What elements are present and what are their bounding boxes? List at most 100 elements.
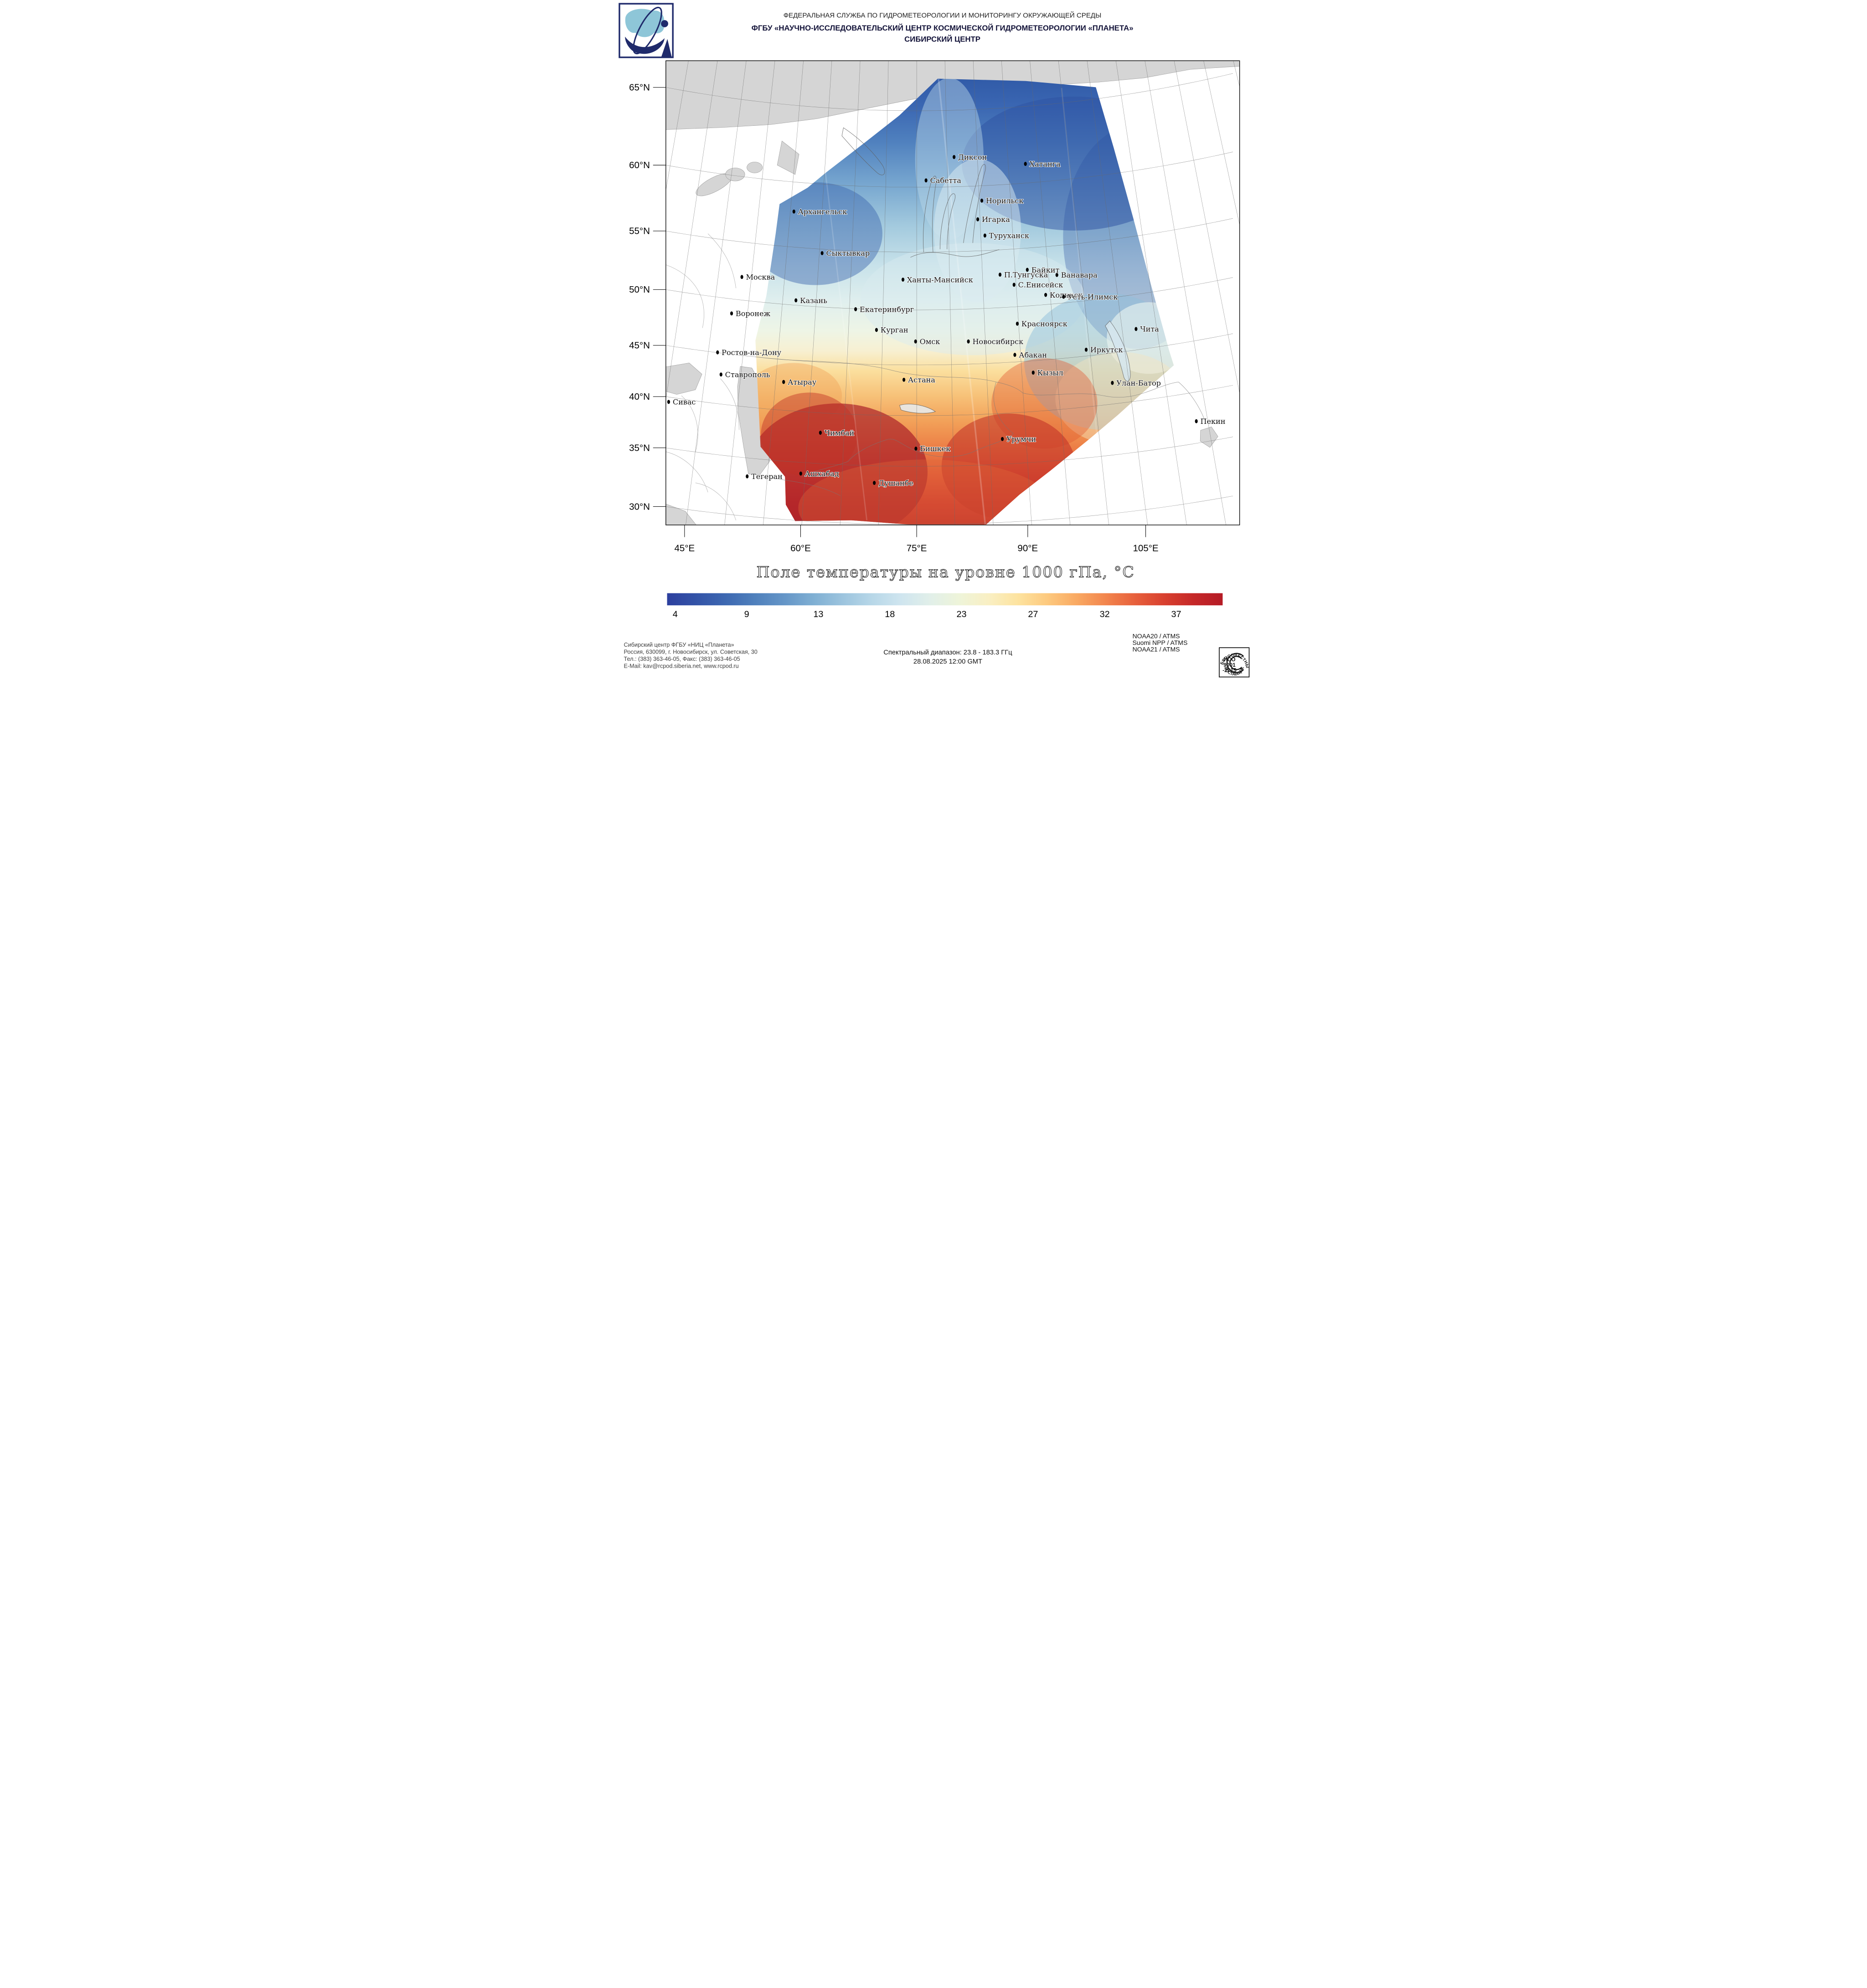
city-marker <box>1044 293 1047 297</box>
lake-balkhash <box>899 404 936 414</box>
parallel-line <box>665 333 1233 366</box>
city-marker <box>1135 327 1138 331</box>
city-label: Новосибирск <box>972 337 1023 346</box>
header: ФЕДЕРАЛЬНАЯ СЛУЖБА ПО ГИДРОМЕТЕОРОЛОГИИ … <box>619 3 1134 58</box>
city-marker <box>901 278 905 282</box>
meridian-line <box>665 61 718 400</box>
city-label: Душанбе <box>878 479 913 487</box>
city-marker <box>1062 294 1065 299</box>
colorbar-value: 9 <box>744 609 749 619</box>
ob-gulf <box>923 175 937 252</box>
address-line-1: Сибирский центр ФГБУ «НИЦ «Планета» <box>624 642 734 648</box>
city-marker <box>902 377 906 382</box>
city-marker <box>1031 371 1035 375</box>
satellite-line-1: NOAA20 / ATMS <box>1132 633 1180 640</box>
city-marker <box>794 298 798 303</box>
lon-label: 45°E <box>674 543 695 553</box>
city-label: Ашхабад <box>805 469 839 478</box>
city-marker <box>980 198 984 203</box>
city-label: Усть-Илимск <box>1068 293 1118 301</box>
city-labels: Диксон Хатанга Сабетта Норильск Игарка Туруха… <box>667 152 1226 488</box>
mediterranean-corner <box>665 504 696 525</box>
city-label: Казань <box>800 296 827 305</box>
map-title: Поле температуры на уровне 1000 гПа, °C <box>757 563 1135 581</box>
city-label: Архангельск <box>798 207 847 216</box>
satellite-line-2: Suomi NPP / ATMS <box>1132 639 1187 646</box>
city-marker <box>998 273 1002 277</box>
city-marker <box>716 350 719 355</box>
lat-label: 55°N <box>629 226 650 237</box>
colorbar-gradient-bar <box>667 593 1223 606</box>
city-label: Красноярск <box>1021 319 1068 328</box>
city-marker <box>730 311 733 316</box>
lat-label: 60°N <box>629 160 650 170</box>
meridian-line <box>944 61 955 525</box>
colorbar-value: 13 <box>813 609 823 619</box>
city-marker <box>819 431 822 435</box>
parallel-line <box>665 437 1233 467</box>
city-marker <box>746 474 749 479</box>
city-marker <box>873 481 876 485</box>
city-label: Ростов-на-Дону <box>722 348 782 357</box>
logo-satellite-dot-icon <box>661 20 668 27</box>
city-marker <box>914 446 918 451</box>
meridian-line <box>1030 61 1071 525</box>
city-marker <box>667 400 670 404</box>
city-label: Екатеринбург <box>860 305 914 314</box>
weather-map-page: ФЕДЕРАЛЬНАЯ СЛУЖБА ПО ГИДРОМЕТЕОРОЛОГИИ … <box>614 0 1253 680</box>
meridian-line <box>724 61 775 525</box>
novaya-zemlya-outline <box>841 127 885 175</box>
logo-wedge <box>661 39 672 57</box>
colorbar: 4 9 13 18 23 27 32 37 <box>667 593 1223 619</box>
logo-wave-shape <box>625 36 665 54</box>
city-label: Кызыл <box>1037 368 1063 377</box>
city-marker <box>924 178 928 183</box>
planeta-logo <box>619 3 674 58</box>
parallel-line <box>665 218 1233 252</box>
city-label: Байкит <box>1031 266 1060 274</box>
lake-ladoga <box>725 168 745 181</box>
city-label: П.Тунгуска <box>1004 270 1048 279</box>
city-label: Москва <box>746 273 775 282</box>
city-marker <box>854 307 857 311</box>
city-label: Норильск <box>986 196 1024 205</box>
address-line-3: Тел.: (383) 363-46-05, Факс: (383) 363-4… <box>624 656 740 662</box>
meridian-line <box>763 61 804 525</box>
lake-onega <box>747 162 763 173</box>
north-coastline <box>910 249 1000 258</box>
lon-label: 90°E <box>1017 543 1038 553</box>
longitude-axis: 45°E 60°E 75°E 90°E 105°E <box>674 525 1159 553</box>
city-marker <box>1055 273 1058 277</box>
city-label: Урумчи <box>1006 435 1036 443</box>
org-line-1: ФЕДЕРАЛЬНАЯ СЛУЖБА ПО ГИДРОМЕТЕОРОЛОГИИ … <box>784 11 1102 19</box>
parallel-line <box>665 152 1233 188</box>
city-marker <box>875 328 878 332</box>
map-panel: 65°N 60°N 55°N 50°N 45°N 40°N 35°N 30°N 45°E 60°… <box>629 60 1240 553</box>
city-marker <box>782 380 785 384</box>
city-label: Пекин <box>1200 417 1225 426</box>
city-marker <box>1013 353 1016 357</box>
city-label: Чита <box>1140 325 1159 334</box>
lon-label: 105°E <box>1133 543 1158 553</box>
city-label: Улан-Батор <box>1116 379 1161 387</box>
city-label: Иркутск <box>1090 345 1123 354</box>
city-marker <box>953 155 956 159</box>
city-label: Ванавара <box>1061 271 1098 279</box>
city-marker <box>799 471 802 476</box>
org-line-2: ФГБУ «НАУЧНО-ИССЛЕДОВАТЕЛЬСКИЙ ЦЕНТР КОС… <box>752 24 1134 32</box>
parallel-line <box>665 73 1233 111</box>
city-marker <box>1016 321 1019 326</box>
graticule <box>665 61 1240 525</box>
city-label: Хатанга <box>1030 160 1061 168</box>
lat-label: 30°N <box>629 501 650 512</box>
meridian-line <box>973 61 994 525</box>
city-marker <box>719 372 722 377</box>
satellite-line-3: NOAA21 / ATMS <box>1132 645 1180 653</box>
address-line-4: E-Mail: kav@rcpod.siberia.net, www.rcpod… <box>624 663 739 669</box>
meridian-line <box>1115 61 1187 525</box>
satellite-temperature-product: ФЕДЕРАЛЬНАЯ СЛУЖБА ПО ГИДРОМЕТЕОРОЛОГИИ … <box>614 0 1250 678</box>
colorbar-value: 27 <box>1028 609 1038 619</box>
parallel-line <box>665 495 1233 525</box>
city-label: Тегеран <box>751 472 783 481</box>
city-marker <box>1024 162 1027 166</box>
